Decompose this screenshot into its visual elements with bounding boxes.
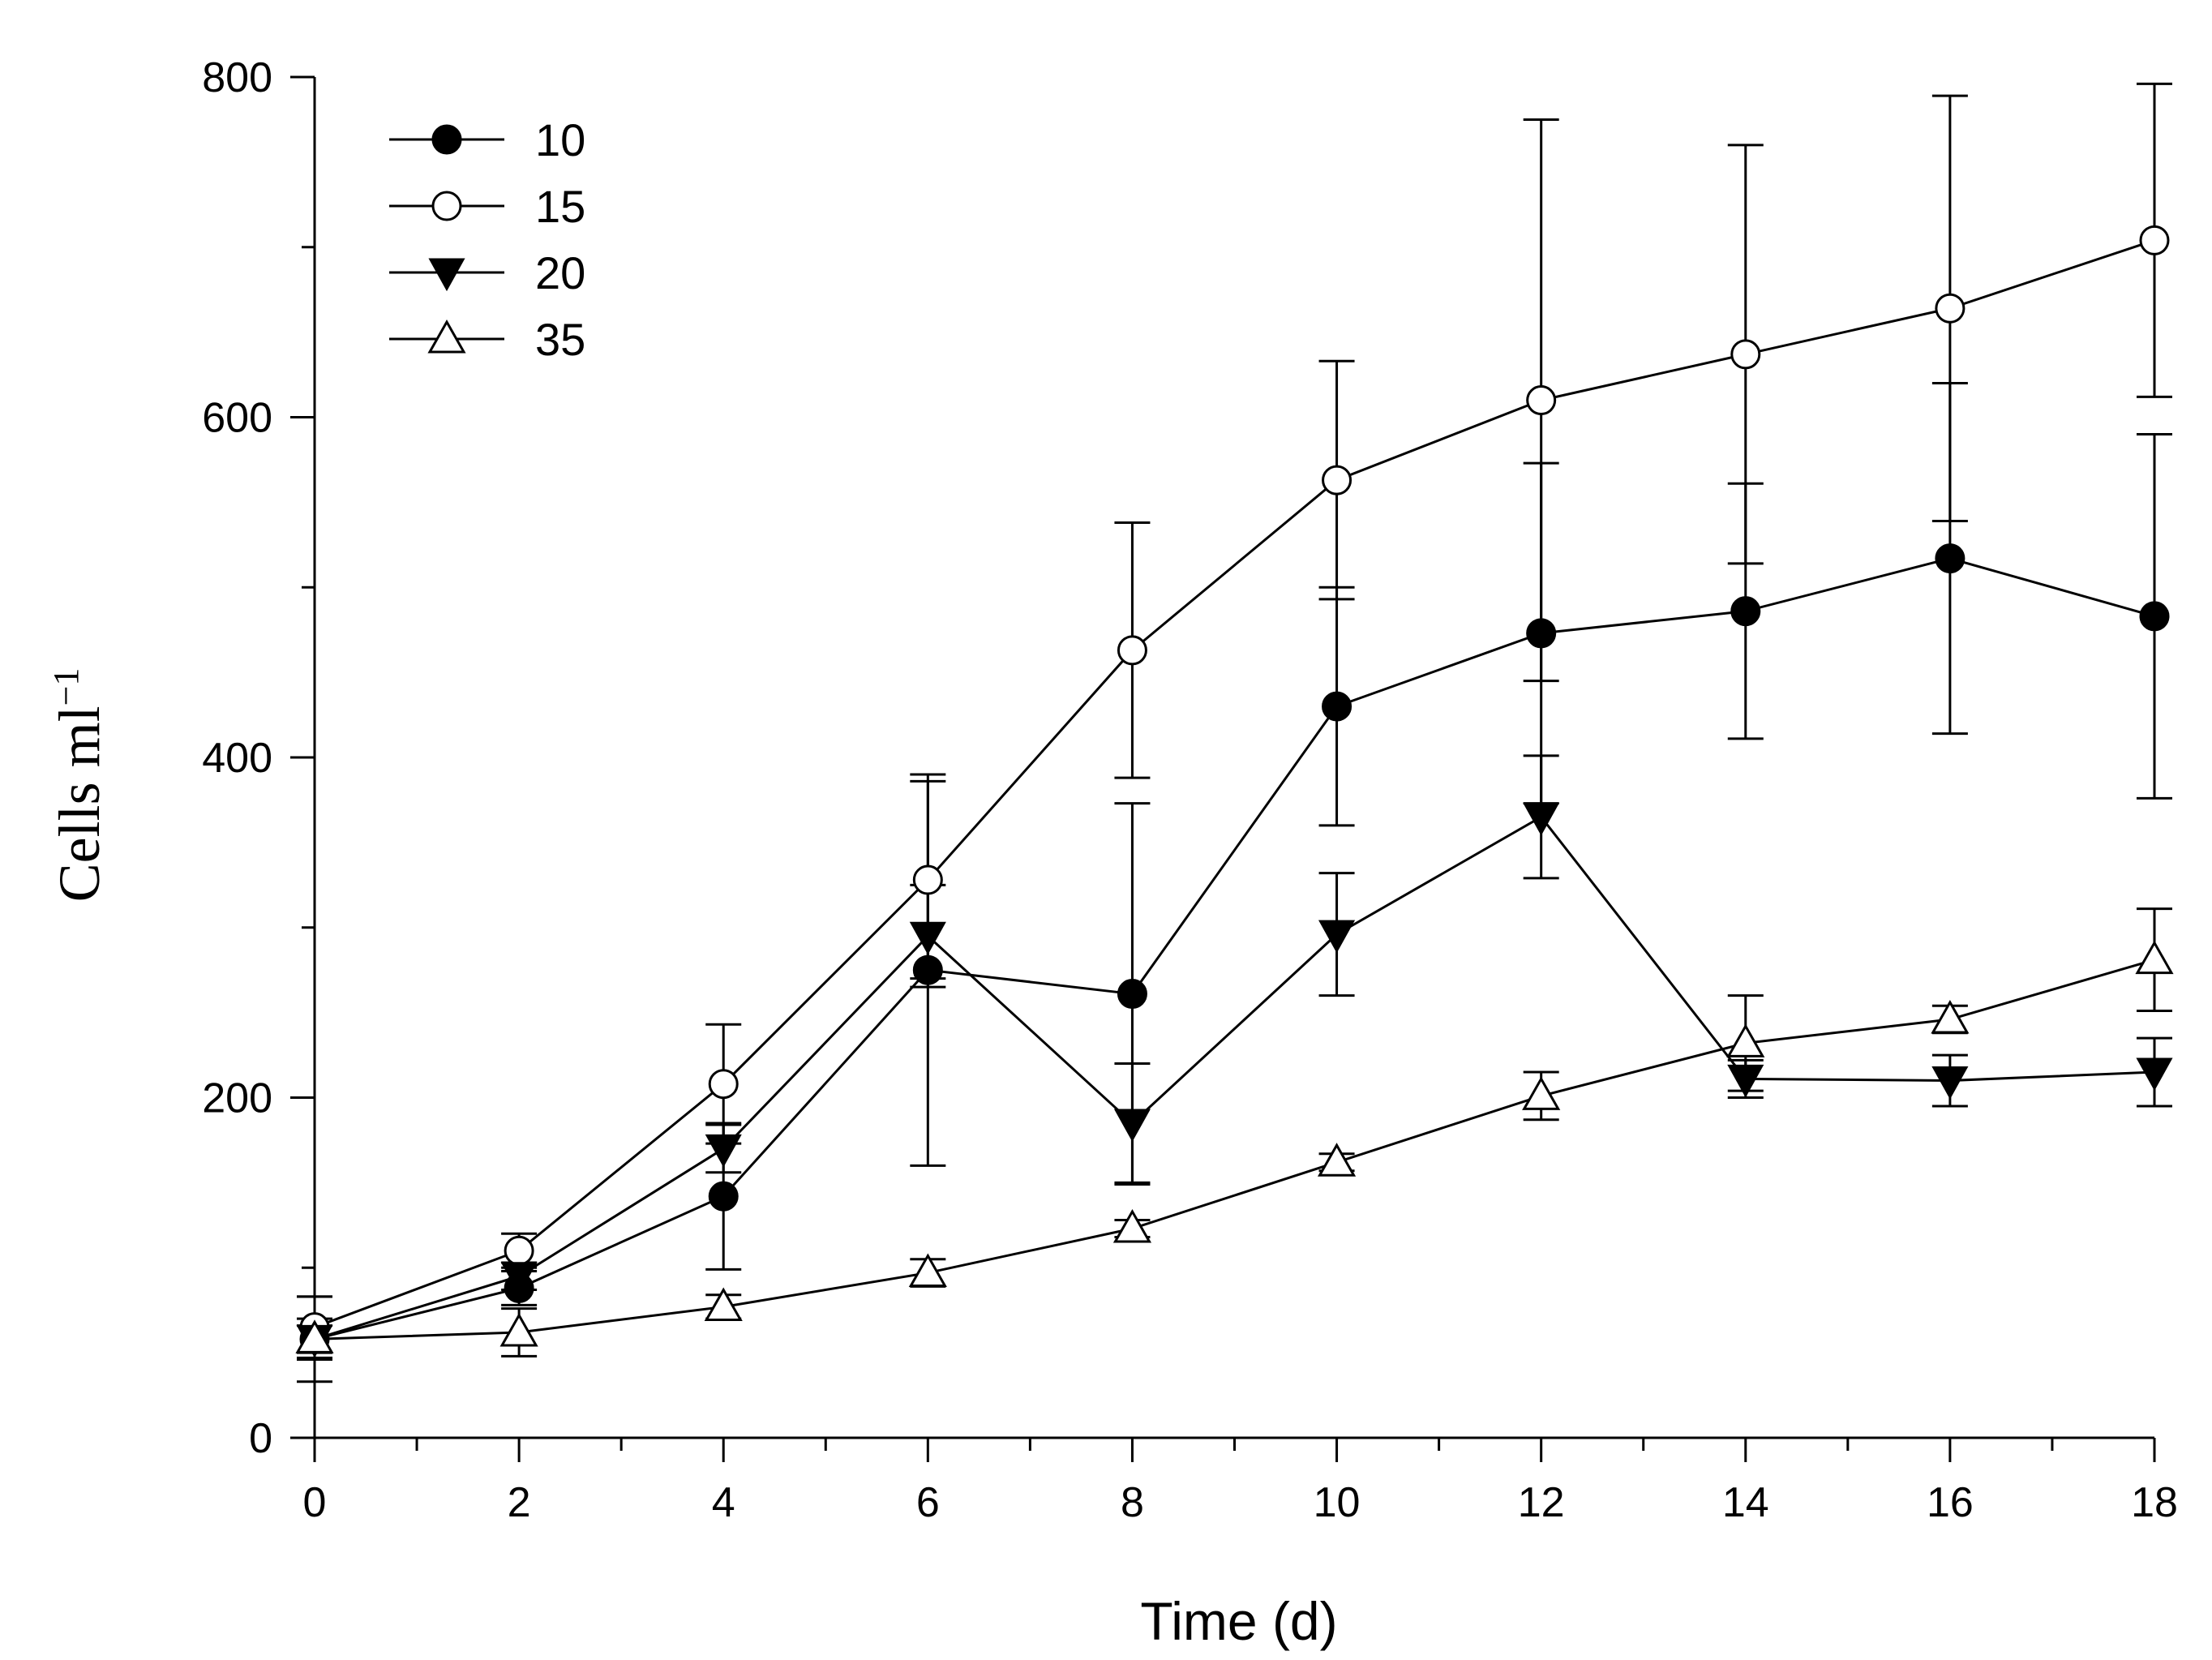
series-15-point [1730, 339, 1761, 370]
series-20-point [909, 921, 946, 955]
series-35-point [499, 1312, 538, 1347]
series-markers [295, 225, 2174, 1358]
series-35-line [314, 959, 2155, 1340]
y-tick-label: 800 [202, 54, 272, 101]
series-20-point [2136, 1057, 2173, 1092]
legend-label: 20 [535, 247, 585, 298]
series-35-point [1522, 1076, 1561, 1110]
series-15-line [314, 238, 2155, 1329]
series-15-point [1322, 465, 1352, 495]
legend-marker [431, 124, 462, 155]
legend-marker [431, 191, 462, 221]
series-35-point [704, 1287, 743, 1321]
axes: 0 2 4 6 8 10 12 14 16 18 0 200 400 600 800 [202, 54, 2178, 1526]
y-tick-label: 0 [249, 1415, 272, 1462]
y-axis-title-superscript: −1 [46, 668, 86, 706]
series-10-point [1935, 543, 1966, 574]
series-35-point [908, 1253, 947, 1288]
y-tick-label: 600 [202, 395, 272, 442]
series-15-point [708, 1069, 739, 1100]
legend-label: 35 [535, 314, 585, 365]
series-10-line [314, 557, 2155, 1340]
legend: 10 15 20 35 [389, 114, 585, 365]
legend-item-20: 20 [389, 247, 585, 298]
series-10-point [912, 954, 943, 985]
y-tick-label: 200 [202, 1075, 272, 1122]
series-10-point [1117, 979, 1147, 1010]
y-axis-title: Cells ml−1 [46, 668, 112, 903]
x-axis-title: Time (d) [1140, 1591, 1337, 1651]
legend-label: 10 [535, 114, 585, 165]
legend-label: 15 [535, 181, 585, 232]
series-10-point [1322, 691, 1352, 722]
series-15-point [1117, 635, 1147, 666]
x-tick-label: 12 [1518, 1479, 1565, 1526]
legend-item-15: 15 [389, 181, 585, 232]
x-tick-label: 8 [1121, 1479, 1144, 1526]
x-tick-label: 4 [712, 1479, 735, 1526]
series-35-point [1726, 1023, 1765, 1057]
series-20-point [1113, 1109, 1151, 1143]
legend-item-35: 35 [389, 314, 585, 365]
series-35-point [1931, 999, 1970, 1034]
x-tick-label: 6 [916, 1479, 940, 1526]
series-35-point [2135, 940, 2174, 975]
series-35-point [1112, 1208, 1152, 1243]
series-15-point [504, 1235, 534, 1266]
series-10-point [708, 1181, 739, 1212]
legend-item-10: 10 [389, 114, 585, 165]
series-20-point [1523, 802, 1560, 836]
legend-marker [428, 258, 465, 292]
series-20-point [1727, 1064, 1764, 1098]
x-tick-label: 10 [1314, 1479, 1361, 1526]
series-15-point [1526, 385, 1557, 416]
series-20-point [500, 1262, 538, 1295]
series-15-point [1935, 293, 1966, 324]
x-tick-label: 16 [1927, 1479, 1974, 1526]
series-20-line [314, 815, 2155, 1340]
y-axis-title-main: Cells ml [47, 706, 112, 902]
y-tick-label: 400 [202, 735, 272, 782]
legend-marker [427, 319, 466, 354]
x-tick-label: 0 [303, 1479, 327, 1526]
series-10-point [1526, 618, 1557, 649]
series-20-point [1318, 920, 1356, 954]
series-lines [314, 238, 2155, 1340]
series-10-point [1730, 596, 1761, 627]
series-35-point [295, 1319, 334, 1353]
series-35-point [1317, 1143, 1357, 1177]
series-15-point [2139, 225, 2170, 255]
series-20-point [705, 1134, 742, 1168]
series-15-point [912, 864, 943, 895]
x-tick-label: 2 [508, 1479, 531, 1526]
x-tick-label: 14 [1722, 1479, 1769, 1526]
series-10-point [2139, 601, 2170, 632]
x-tick-label: 18 [2131, 1479, 2178, 1526]
series-20-point [1931, 1066, 1969, 1100]
